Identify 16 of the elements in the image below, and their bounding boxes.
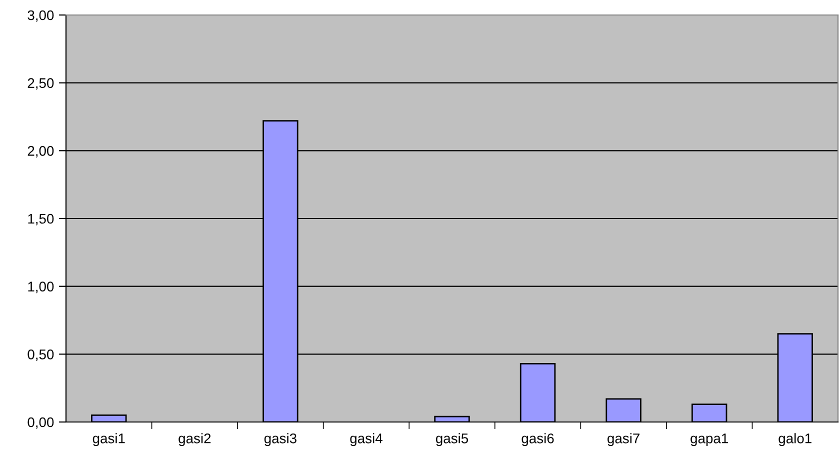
x-tick-label: gasi5 xyxy=(436,433,468,446)
x-tick-label: gasi1 xyxy=(92,433,125,446)
x-tick-label: gasi4 xyxy=(350,433,382,446)
x-tick-label: gasi3 xyxy=(264,433,296,446)
x-tick-label: gapa1 xyxy=(690,434,728,446)
x-tick-label: galo1 xyxy=(778,433,812,446)
y-tick-label: 1,50 xyxy=(28,214,54,226)
y-tick-label: 0,50 xyxy=(28,350,54,361)
y-tick-label: 2,00 xyxy=(28,146,54,158)
y-tick-label: 0,00 xyxy=(28,417,54,429)
x-tick-label: gasi2 xyxy=(178,433,211,446)
y-tick-label: 1,00 xyxy=(28,282,54,294)
x-tick-label: gasi6 xyxy=(522,433,554,446)
y-tick-label: 3,00 xyxy=(28,10,54,22)
x-tick-label: gasi7 xyxy=(608,433,640,446)
y-tick-label: 2,50 xyxy=(28,78,54,90)
